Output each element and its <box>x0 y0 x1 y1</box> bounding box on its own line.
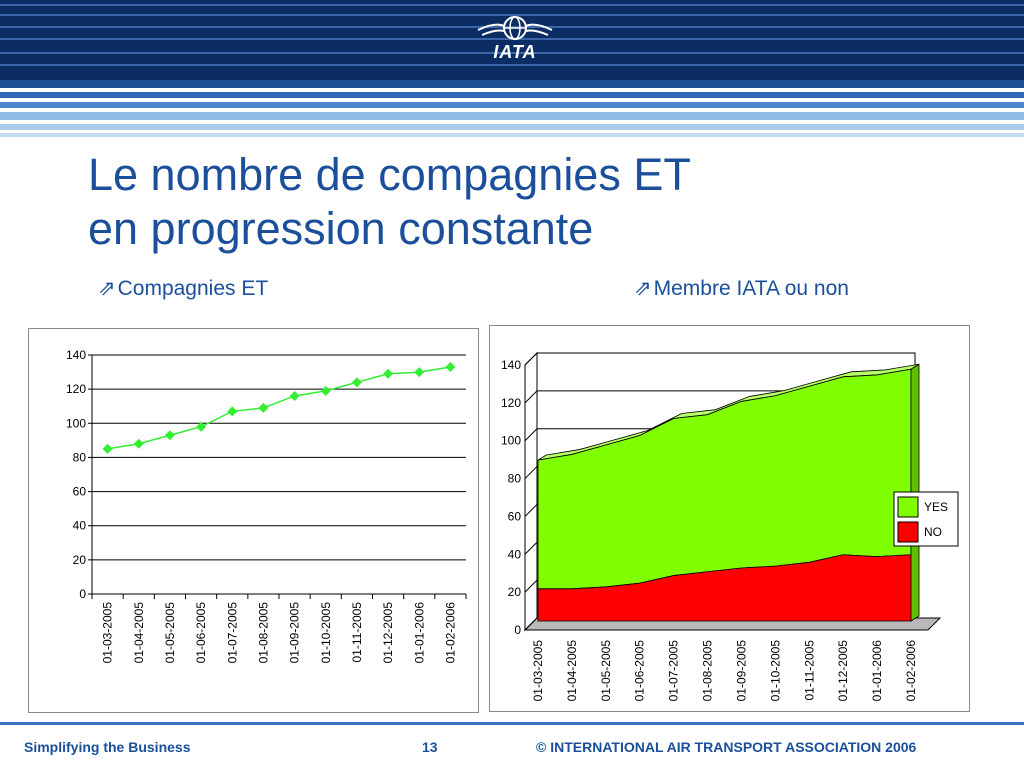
data-point <box>133 438 144 449</box>
y-tick-label: 0 <box>79 587 86 601</box>
gridline-side <box>524 541 538 555</box>
y-tick-label: 60 <box>73 485 87 499</box>
data-point <box>320 385 331 396</box>
gridline-side <box>524 466 538 479</box>
x-tick-label: 01-10-2005 <box>319 602 333 664</box>
legend-label: YES <box>924 500 948 514</box>
right-subtitle: ⇗Membre IATA ou non <box>634 276 849 301</box>
x-tick-label: 01-01-2006 <box>870 640 884 702</box>
stacked-area-chart: 0 20 40 60 80 100 120 140 01-03-2005 01-04-2005 01… <box>501 351 959 702</box>
x-tick-label: 01-03-2005 <box>101 602 115 664</box>
gridline-side <box>524 352 538 366</box>
y-tick-label: 140 <box>66 348 86 362</box>
header-stripes <box>0 0 1024 137</box>
y-tick-label: 40 <box>73 519 87 533</box>
y-tick-label: 100 <box>66 416 86 430</box>
logo-text: IATA <box>493 42 537 62</box>
y-tick-label: 80 <box>508 472 522 486</box>
header-banner: IATA <box>0 0 1024 150</box>
right-subtitle-text: Membre IATA ou non <box>653 277 849 300</box>
y-tick-label: 40 <box>508 547 522 561</box>
legend-label: NO <box>924 525 942 539</box>
gridline-side <box>524 428 538 442</box>
footer-tagline: Simplifying the Business <box>24 739 191 755</box>
data-point <box>102 443 113 454</box>
side-wall <box>524 351 538 632</box>
arrow-icon: ⇗ <box>98 277 116 300</box>
y-tick-label: 20 <box>508 585 522 599</box>
x-tick-label: 01-04-2005 <box>565 640 579 702</box>
area-chart-panel: 0 20 40 60 80 100 120 140 01-03-2005 01-04-2005 01… <box>489 325 970 712</box>
x-tick-label: 01-08-2005 <box>701 640 715 702</box>
x-tick-label: 01-07-2005 <box>667 640 681 702</box>
x-tick-label: 01-06-2005 <box>194 602 208 664</box>
line-chart-panel: 0 20 40 60 80 100 120 140 01-03-2005 01-04-2005 01… <box>28 328 479 713</box>
data-point <box>289 390 300 401</box>
iata-logo <box>470 8 560 68</box>
data-point <box>351 377 362 388</box>
x-tick-label: 01-10-2005 <box>768 640 782 702</box>
series-line <box>107 366 451 450</box>
gridline-side <box>524 504 538 517</box>
arrow-icon: ⇗ <box>634 277 652 300</box>
x-tick-label: 01-04-2005 <box>132 602 146 664</box>
legend-swatch <box>897 496 919 518</box>
footer-divider <box>0 722 1024 725</box>
y-tick-label: 80 <box>73 450 87 464</box>
left-subtitle: ⇗Compagnies ET <box>98 276 268 301</box>
page-title: Le nombre de compagnies ET en progressio… <box>88 148 691 256</box>
gridline-side <box>524 390 538 404</box>
x-tick-label: 01-01-2006 <box>412 602 426 664</box>
data-point <box>164 430 175 441</box>
x-tick-label: 01-02-2006 <box>904 640 918 702</box>
x-tick-label: 01-09-2005 <box>734 640 748 702</box>
x-tick-label: 01-06-2005 <box>633 640 647 702</box>
x-tick-label: 01-05-2005 <box>599 640 613 702</box>
footer-copyright: © INTERNATIONAL AIR TRANSPORT ASSOCIATIO… <box>536 739 917 755</box>
data-point <box>258 402 269 413</box>
data-point <box>227 406 238 417</box>
data-point <box>196 421 207 432</box>
y-tick-label: 20 <box>73 553 87 567</box>
y-tick-label: 120 <box>501 396 521 410</box>
data-point <box>414 367 425 378</box>
legend-swatch <box>897 521 919 543</box>
gridline-side <box>524 579 538 593</box>
x-tick-label: 01-07-2005 <box>225 602 239 664</box>
x-tick-label: 01-03-2005 <box>531 640 545 702</box>
y-tick-label: 120 <box>66 382 86 396</box>
y-tick-label: 0 <box>514 623 521 637</box>
x-tick-label: 01-11-2005 <box>350 602 364 663</box>
x-tick-label: 01-05-2005 <box>163 602 177 664</box>
data-point <box>383 368 394 379</box>
title-line-1: Le nombre de compagnies ET <box>88 149 691 200</box>
data-point <box>445 361 456 372</box>
y-tick-label: 60 <box>508 509 522 523</box>
x-tick-label: 01-09-2005 <box>288 602 302 664</box>
x-tick-label: 01-02-2006 <box>443 602 457 664</box>
x-tick-label: 01-11-2005 <box>802 640 816 701</box>
title-line-2: en progression constante <box>88 203 594 254</box>
y-tick-label: 100 <box>501 434 521 448</box>
page-number: 13 <box>422 739 438 755</box>
globe-icon <box>477 16 553 40</box>
x-tick-label: 01-12-2005 <box>836 640 850 702</box>
x-tick-label: 01-12-2005 <box>381 602 395 664</box>
line-chart: 0 20 40 60 80 100 120 140 01-03-2005 01-04-2005 01… <box>66 348 467 664</box>
gridline-side <box>524 617 538 631</box>
left-subtitle-text: Compagnies ET <box>117 277 269 300</box>
y-tick-label: 140 <box>501 358 521 372</box>
x-tick-label: 01-08-2005 <box>256 602 270 664</box>
